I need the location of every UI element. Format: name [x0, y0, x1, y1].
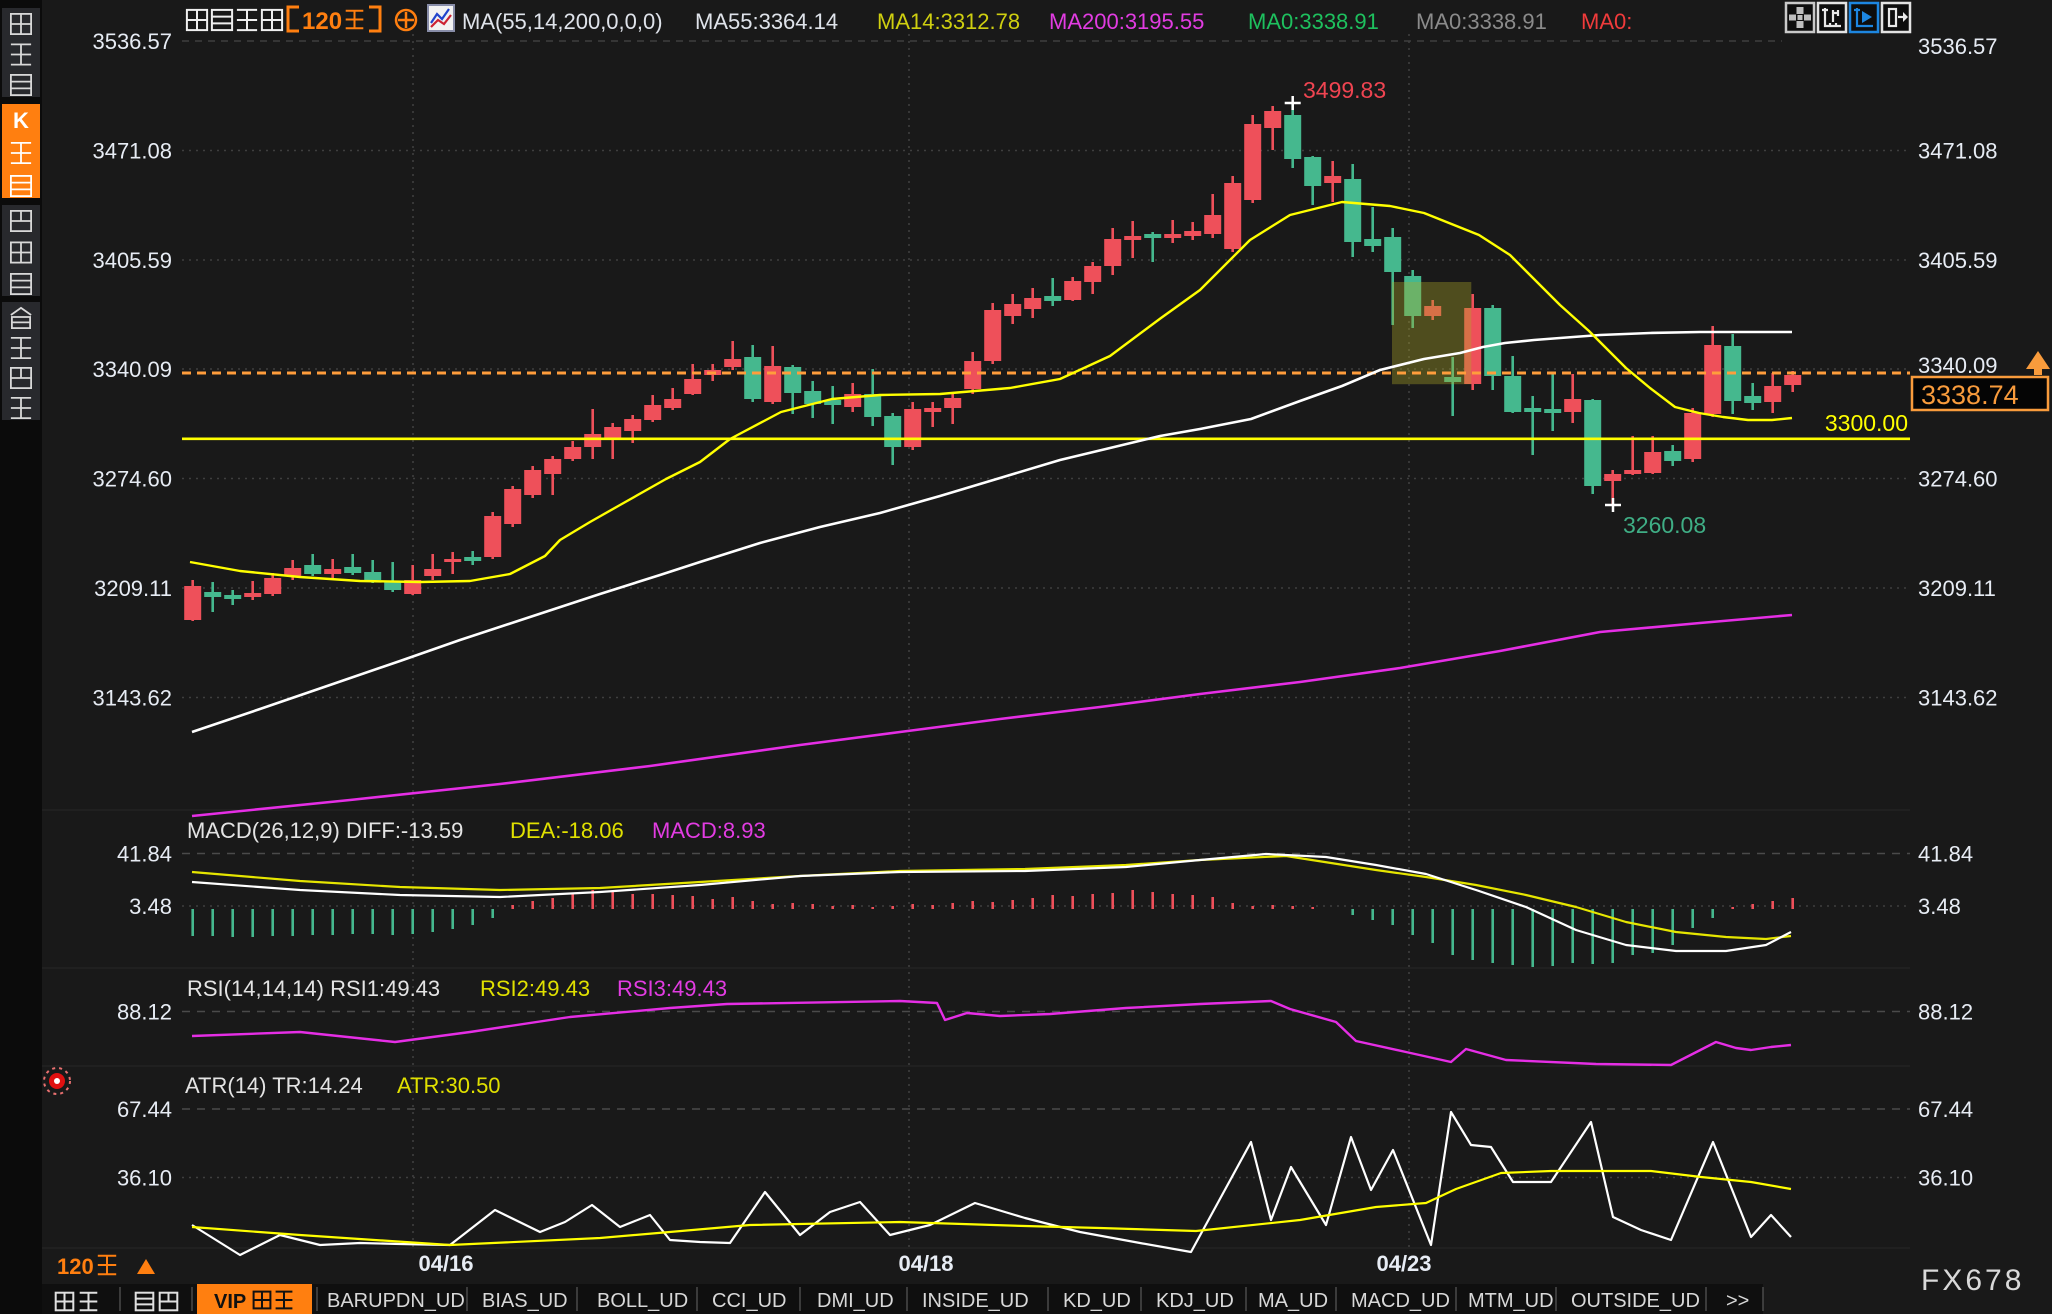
svg-text:3405.59: 3405.59: [92, 248, 172, 273]
svg-text:67.44: 67.44: [117, 1097, 172, 1122]
svg-text:MA(55,14,200,0,0,0): MA(55,14,200,0,0,0): [462, 9, 663, 34]
svg-text:04/23: 04/23: [1376, 1251, 1431, 1276]
svg-text:DMI_UD: DMI_UD: [817, 1290, 894, 1312]
svg-text:BARUPDN_UD: BARUPDN_UD: [327, 1290, 465, 1312]
svg-text:88.12: 88.12: [1918, 1000, 1973, 1025]
svg-text:3536.57: 3536.57: [92, 29, 172, 54]
svg-text:3340.09: 3340.09: [1918, 353, 1998, 378]
svg-text:3274.60: 3274.60: [1918, 467, 1998, 492]
svg-text:MA0:3338.91: MA0:3338.91: [1248, 9, 1379, 34]
svg-text:04/18: 04/18: [898, 1251, 953, 1276]
svg-text:>>: >>: [1726, 1290, 1749, 1312]
svg-text:FX678: FX678: [1921, 1264, 2024, 1297]
svg-text:3471.08: 3471.08: [1918, 139, 1998, 164]
svg-text:MTM_UD: MTM_UD: [1468, 1290, 1554, 1312]
svg-text:BOLL_UD: BOLL_UD: [597, 1290, 688, 1312]
svg-text:36.10: 36.10: [117, 1166, 172, 1191]
svg-text:CCI_UD: CCI_UD: [712, 1290, 786, 1312]
svg-text:MACD:8.93: MACD:8.93: [652, 818, 766, 843]
svg-text:ATR(14) TR:14.24: ATR(14) TR:14.24: [185, 1073, 363, 1098]
svg-text:3340.09: 3340.09: [92, 357, 172, 382]
svg-text:41.84: 41.84: [1918, 842, 1973, 867]
svg-text:RSI(14,14,14) RSI1:49.43: RSI(14,14,14) RSI1:49.43: [187, 976, 440, 1001]
svg-text:VIP: VIP: [214, 1291, 246, 1313]
svg-text:120: 120: [57, 1254, 94, 1279]
svg-text:3405.59: 3405.59: [1918, 248, 1998, 273]
svg-text:INSIDE_UD: INSIDE_UD: [922, 1290, 1029, 1312]
svg-text:RSI3:49.43: RSI3:49.43: [617, 976, 727, 1001]
svg-text:3499.83: 3499.83: [1303, 77, 1386, 103]
svg-text:3143.62: 3143.62: [1918, 686, 1998, 711]
svg-text:67.44: 67.44: [1918, 1097, 1973, 1122]
svg-text:36.10: 36.10: [1918, 1166, 1973, 1191]
svg-text:3471.08: 3471.08: [92, 139, 172, 164]
svg-text:KDJ_UD: KDJ_UD: [1156, 1290, 1234, 1312]
svg-text:MA_UD: MA_UD: [1258, 1290, 1328, 1312]
svg-text:3.48: 3.48: [1918, 894, 1961, 919]
svg-text:41.84: 41.84: [117, 842, 172, 867]
svg-text:MACD(26,12,9) DIFF:-13.59: MACD(26,12,9) DIFF:-13.59: [187, 818, 463, 843]
svg-text:3143.62: 3143.62: [92, 686, 172, 711]
svg-text:3536.57: 3536.57: [1918, 34, 1998, 59]
svg-text:04/16: 04/16: [418, 1251, 473, 1276]
svg-text:MACD_UD: MACD_UD: [1351, 1290, 1450, 1312]
svg-text:MA14:3312.78: MA14:3312.78: [877, 9, 1020, 34]
svg-text:MA55:3364.14: MA55:3364.14: [695, 9, 838, 34]
svg-text:ATR:30.50: ATR:30.50: [397, 1073, 501, 1098]
svg-text:MA0:: MA0:: [1581, 9, 1632, 34]
svg-text:3338.74: 3338.74: [1921, 380, 2019, 410]
svg-text:MA0:3338.91: MA0:3338.91: [1416, 9, 1547, 34]
svg-text:3300.00: 3300.00: [1825, 410, 1908, 436]
svg-text:3274.60: 3274.60: [92, 467, 172, 492]
svg-text:BIAS_UD: BIAS_UD: [482, 1290, 568, 1312]
svg-text:RSI2:49.43: RSI2:49.43: [480, 976, 590, 1001]
svg-text:MA200:3195.55: MA200:3195.55: [1049, 9, 1204, 34]
svg-text:3209.11: 3209.11: [1918, 576, 1996, 601]
svg-text:KD_UD: KD_UD: [1063, 1290, 1131, 1312]
svg-text:OUTSIDE_UD: OUTSIDE_UD: [1571, 1290, 1700, 1312]
svg-text:K: K: [13, 108, 29, 133]
svg-text:DEA:-18.06: DEA:-18.06: [510, 818, 624, 843]
svg-text:3260.08: 3260.08: [1623, 512, 1706, 538]
svg-text:3209.11: 3209.11: [94, 576, 172, 601]
svg-text:120: 120: [302, 8, 342, 35]
svg-text:88.12: 88.12: [117, 1000, 172, 1025]
svg-text:3.48: 3.48: [129, 894, 172, 919]
